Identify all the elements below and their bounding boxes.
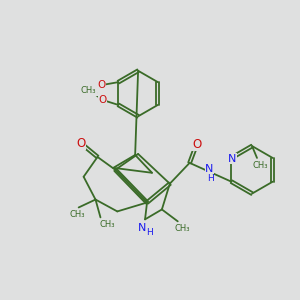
Text: O: O	[192, 138, 201, 151]
Text: CH₃: CH₃	[252, 161, 268, 170]
Text: CH₃: CH₃	[70, 210, 86, 219]
Text: H: H	[207, 174, 214, 183]
Text: O: O	[98, 80, 106, 90]
Text: N: N	[228, 154, 237, 164]
Text: N: N	[138, 223, 146, 233]
Text: O: O	[76, 136, 85, 150]
Text: CH₃: CH₃	[100, 220, 115, 229]
Text: H: H	[146, 228, 152, 237]
Text: CH₃: CH₃	[83, 87, 98, 96]
Text: CH₃: CH₃	[81, 85, 96, 94]
Text: N: N	[205, 164, 214, 174]
Text: CH₃: CH₃	[175, 224, 190, 233]
Text: O: O	[98, 95, 107, 105]
